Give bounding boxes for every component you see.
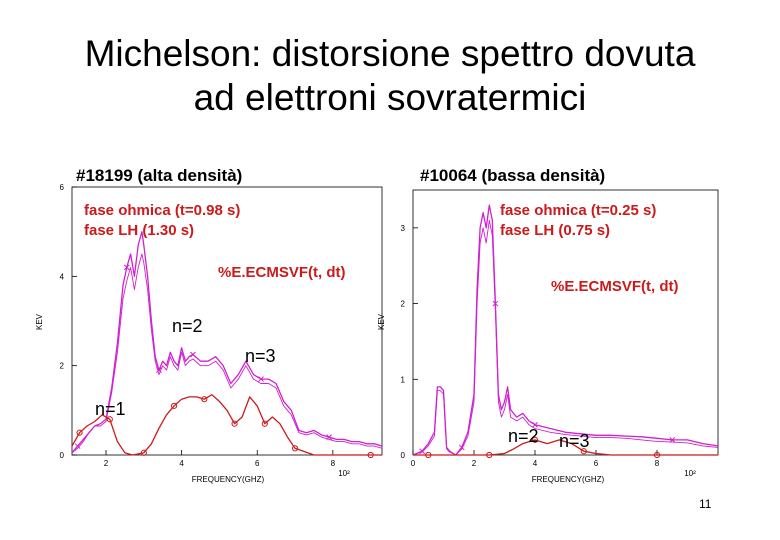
right-y-tick-label: 0 xyxy=(401,451,406,460)
left-thermal-point-marker xyxy=(106,416,113,423)
right-chart-title: #10064 (bassa densità) xyxy=(420,166,606,185)
left-chart-frame: 2 4 6 8 0 2 4 6 FREQUENCY(GHZ) 10² KEV xyxy=(35,183,383,484)
left-signal-label: %E.ECMSVF(t, dt) xyxy=(218,264,346,281)
right-x-tick-label: 2 xyxy=(472,459,477,468)
right-x-tick-label: 8 xyxy=(655,459,660,468)
left-harmonic-n1: n=1 xyxy=(95,399,126,419)
left-sovra-point-marker xyxy=(258,376,264,382)
left-y-tick-label: 2 xyxy=(60,362,65,371)
left-y-tick-label: 6 xyxy=(60,183,65,192)
right-plot-border xyxy=(412,189,719,456)
right-x-tick-label: 4 xyxy=(533,459,538,468)
right-sovra-series-line-a xyxy=(412,204,719,456)
right-y-tick-label: 2 xyxy=(401,300,406,309)
left-thermal-point-marker xyxy=(261,420,268,427)
left-thermal-series-line xyxy=(71,394,382,456)
left-lh-phase: fase LH (1.30 s) xyxy=(84,222,195,239)
right-y-tick-label: 1 xyxy=(401,375,406,384)
right-x-exponent: 10² xyxy=(684,469,696,478)
left-thermal-point-marker xyxy=(201,396,208,403)
right-y-axis-label: KEV xyxy=(377,313,386,330)
left-phase-annotation: fase ohmica (t=0.98 s) fase LH (1.30 s) xyxy=(84,201,240,241)
right-thermal-point-marker xyxy=(486,451,493,459)
right-ohmic-phase: fase ohmica (t=0.25 s) xyxy=(500,202,657,219)
left-sovra-point-marker xyxy=(190,351,196,358)
slide-title-line-2: ad elettroni sovratermici xyxy=(193,77,587,118)
left-x-tick-label: 4 xyxy=(179,459,184,468)
right-thermal-point-marker xyxy=(580,448,587,455)
right-harmonic-n3: n=3 xyxy=(559,431,590,451)
left-thermal-point-marker xyxy=(76,429,83,436)
slide-title-line-1: Michelson: distorsione spettro dovuta xyxy=(84,33,696,74)
right-thermal-point-marker xyxy=(653,451,661,459)
left-thermal-point-marker xyxy=(140,449,147,456)
left-y-tick-label: 4 xyxy=(60,272,65,281)
left-y-axis-label: KEV xyxy=(35,313,44,330)
right-sovra-point-marker xyxy=(669,437,676,443)
left-x-axis-label: FREQUENCY(GHZ) xyxy=(192,475,265,484)
right-lh-phase: fase LH (0.75 s) xyxy=(500,222,611,239)
left-x-exponent: 10² xyxy=(338,469,350,478)
right-chart-frame: 0 2 4 6 8 0 1 2 3 FREQUENCY(GHZ) 10² KEV xyxy=(377,189,719,484)
left-sovra-series-line-a xyxy=(71,231,383,454)
left-harmonic-n2: n=2 xyxy=(172,316,203,336)
right-thermal-point-marker xyxy=(425,451,432,459)
left-sovra-series-line-b xyxy=(71,253,383,454)
left-x-tick-label: 6 xyxy=(255,459,260,468)
right-signal-label: %E.ECMSVF(t, dt) xyxy=(551,278,679,295)
right-y-tick-label: 3 xyxy=(401,224,406,233)
left-sovra-point-marker xyxy=(74,443,81,449)
left-plot-border xyxy=(71,186,383,456)
left-thermal-point-marker xyxy=(231,420,238,427)
right-x-tick-label: 6 xyxy=(594,459,599,468)
right-thermal-point-marker xyxy=(531,436,539,443)
left-y-tick-label: 0 xyxy=(60,451,65,460)
right-sovra-point-marker xyxy=(532,421,538,428)
right-harmonic-n2: n=2 xyxy=(508,426,539,446)
left-thermal-point-marker xyxy=(367,451,374,459)
left-harmonic-n3: n=3 xyxy=(245,346,276,366)
left-thermal-point-marker xyxy=(291,445,299,452)
page-number: 11 xyxy=(699,497,712,511)
right-phase-annotation: fase ohmica (t=0.25 s) fase LH (0.75 s) xyxy=(500,201,656,241)
right-x-axis-label: FREQUENCY(GHZ) xyxy=(532,475,605,484)
left-sovra-point-marker xyxy=(123,264,130,271)
right-thermal-series-line xyxy=(413,439,718,456)
left-thermal-point-marker xyxy=(170,402,178,409)
right-sovra-series-line-b xyxy=(412,219,719,456)
left-x-tick-label: 8 xyxy=(331,459,336,468)
right-x-tick-label: 0 xyxy=(411,459,416,468)
left-chart-title: #18199 (alta densità) xyxy=(76,166,243,185)
left-x-tick-label: 2 xyxy=(104,459,109,468)
left-ohmic-phase: fase ohmica (t=0.98 s) xyxy=(84,202,241,219)
